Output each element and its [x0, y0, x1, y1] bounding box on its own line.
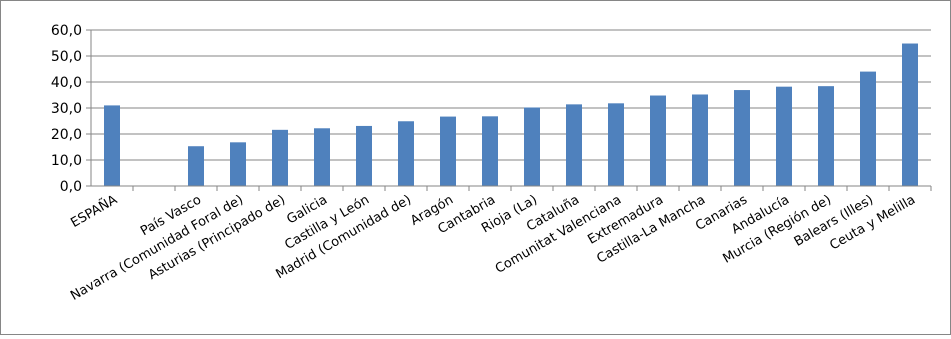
- bar: [104, 105, 120, 186]
- bar: [692, 94, 708, 186]
- y-tick-label: 50,0: [51, 49, 82, 65]
- bar: [650, 95, 666, 186]
- bar: [398, 121, 414, 186]
- y-tick-label: 60,0: [51, 23, 82, 39]
- bars: [104, 43, 918, 186]
- bar: [188, 146, 204, 186]
- bar: [902, 43, 918, 186]
- gridlines: [91, 29, 931, 161]
- bar: [566, 104, 582, 186]
- bar: [314, 128, 330, 186]
- y-tick-label: 10,0: [51, 153, 82, 169]
- bar: [440, 116, 456, 186]
- bar: [734, 90, 750, 186]
- y-axis-tick-labels: 0,0 10,0 20,0 30,0 40,0 50,0 60,0: [51, 23, 82, 195]
- axes: [86, 29, 932, 191]
- bar: [776, 86, 792, 186]
- bar: [818, 86, 834, 186]
- bar: [272, 129, 288, 186]
- y-tick-label: 20,0: [51, 127, 82, 143]
- bar: [356, 125, 372, 186]
- bar: [482, 116, 498, 186]
- y-tick-label: 40,0: [51, 75, 82, 91]
- y-tick-label: 30,0: [51, 101, 82, 117]
- bar: [608, 103, 624, 186]
- y-tick-label: 0,0: [60, 179, 82, 195]
- bar: [230, 142, 246, 186]
- bar: [524, 107, 540, 186]
- bar: [860, 71, 876, 186]
- x-tick-label: ESPAÑA: [68, 192, 120, 231]
